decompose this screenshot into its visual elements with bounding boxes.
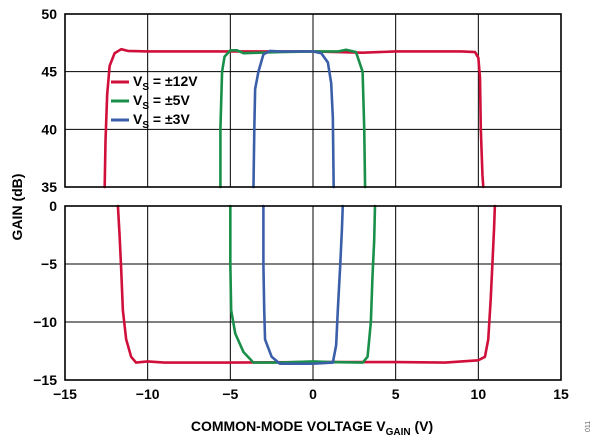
y-tick-label: −5	[41, 256, 57, 272]
y-tick-label: 50	[41, 6, 57, 22]
figure-id: 011	[585, 421, 592, 432]
x-tick-label: −10	[136, 386, 160, 402]
series-line-2	[229, 204, 377, 364]
x-tick-label: 15	[553, 386, 569, 402]
y-tick-label: 45	[41, 64, 57, 80]
legend-label-2: VS = ±5V	[133, 92, 190, 112]
legend-label-3: VS = ±3V	[133, 111, 190, 131]
plot-frame	[64, 13, 562, 188]
top-panel-gain-db: 35 40 45 50	[41, 6, 562, 195]
x-axis-title-main: COMMON-MODE VOLTAGE V	[191, 418, 386, 434]
series-line-1	[116, 204, 497, 364]
series-line-3	[252, 49, 335, 189]
x-axis-title: COMMON-MODE VOLTAGE VGAIN (V)	[191, 418, 433, 437]
legend-label-1: VS = ±12V	[133, 73, 198, 93]
x-axis-title-sub: GAIN	[386, 427, 411, 437]
y-axis-title: GAIN (dB)	[9, 174, 25, 241]
y-tick-label: −10	[33, 314, 57, 330]
x-tick-label: 5	[392, 386, 400, 402]
y-tick-label: 40	[41, 121, 57, 137]
x-axis-title-unit: (V)	[411, 418, 434, 434]
x-tick-label: −5	[222, 386, 238, 402]
bottom-panel-gain-db: −15 −10 −5 0 −15 −10 −5 0 5 10 15	[33, 198, 569, 402]
series-line-2	[219, 48, 367, 189]
x-tick-label: 10	[471, 386, 487, 402]
series-line-3	[262, 204, 345, 366]
x-tick-label: −15	[53, 386, 77, 402]
plot-frame	[64, 205, 562, 381]
y-tick-label: −15	[33, 372, 57, 388]
x-tick-label: 0	[309, 386, 317, 402]
y-tick-label: 35	[41, 179, 57, 195]
y-tick-label: 0	[49, 198, 57, 214]
